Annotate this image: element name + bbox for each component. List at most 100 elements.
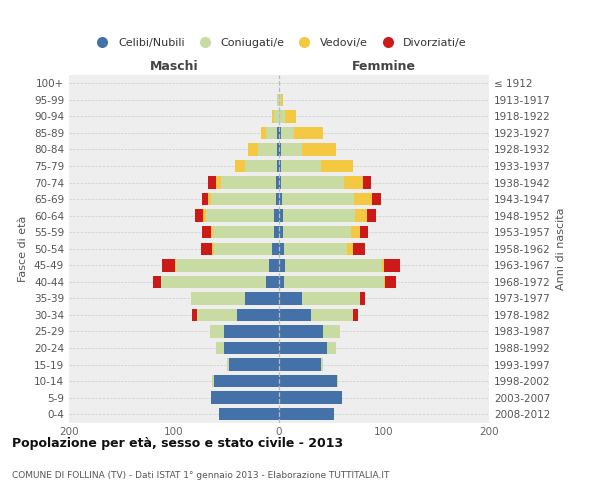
Bar xyxy=(224,342,279,354)
Legend: Celibi/Nubili, Coniugati/e, Vedovi/e, Divorziati/e: Celibi/Nubili, Coniugati/e, Vedovi/e, Di… xyxy=(87,34,471,52)
Bar xyxy=(269,259,279,272)
Bar xyxy=(282,193,353,205)
Bar xyxy=(279,308,311,321)
Bar xyxy=(214,375,279,388)
Bar xyxy=(367,210,376,222)
Bar xyxy=(248,144,258,156)
Bar xyxy=(281,144,302,156)
Bar xyxy=(283,226,352,238)
Bar xyxy=(384,276,385,288)
Bar xyxy=(219,408,279,420)
Bar xyxy=(176,259,269,272)
Bar xyxy=(284,242,347,255)
Bar xyxy=(279,160,281,172)
Bar xyxy=(237,308,279,321)
Bar xyxy=(277,126,279,139)
Bar xyxy=(279,193,282,205)
Bar xyxy=(279,176,281,189)
Bar xyxy=(311,308,353,321)
Bar xyxy=(353,193,373,205)
Bar xyxy=(353,242,365,255)
Text: Femmine: Femmine xyxy=(352,60,416,74)
Bar xyxy=(202,226,211,238)
Bar xyxy=(202,242,212,255)
Bar xyxy=(323,326,340,338)
Text: Maschi: Maschi xyxy=(149,60,199,74)
Bar xyxy=(363,176,371,189)
Bar xyxy=(211,193,276,205)
Bar xyxy=(321,160,353,172)
Bar xyxy=(216,176,221,189)
Bar xyxy=(321,358,323,371)
Bar xyxy=(227,358,229,371)
Bar xyxy=(245,160,277,172)
Bar xyxy=(274,210,279,222)
Bar xyxy=(274,110,279,122)
Bar xyxy=(191,292,245,304)
Bar xyxy=(277,94,279,106)
Bar xyxy=(203,210,205,222)
Y-axis label: Anni di nascita: Anni di nascita xyxy=(556,208,566,290)
Bar xyxy=(279,358,321,371)
Bar xyxy=(274,226,279,238)
Bar xyxy=(283,210,355,222)
Bar xyxy=(281,176,344,189)
Bar xyxy=(202,193,208,205)
Bar xyxy=(279,94,281,106)
Bar xyxy=(355,210,367,222)
Bar xyxy=(279,375,337,388)
Bar xyxy=(286,259,382,272)
Bar xyxy=(276,176,279,189)
Bar xyxy=(294,126,323,139)
Bar xyxy=(279,408,334,420)
Bar xyxy=(279,342,328,354)
Bar xyxy=(205,210,274,222)
Y-axis label: Fasce di età: Fasce di età xyxy=(19,216,28,282)
Bar xyxy=(360,226,368,238)
Bar xyxy=(212,242,214,255)
Text: Popolazione per età, sesso e stato civile - 2013: Popolazione per età, sesso e stato civil… xyxy=(12,438,343,450)
Bar xyxy=(214,242,272,255)
Bar xyxy=(221,176,276,189)
Bar xyxy=(279,226,283,238)
Bar xyxy=(272,110,274,122)
Bar xyxy=(279,110,286,122)
Bar xyxy=(337,375,338,388)
Text: COMUNE DI FOLLINA (TV) - Dati ISTAT 1° gennaio 2013 - Elaborazione TUTTITALIA.IT: COMUNE DI FOLLINA (TV) - Dati ISTAT 1° g… xyxy=(12,471,389,480)
Bar xyxy=(347,242,353,255)
Bar xyxy=(279,292,302,304)
Bar xyxy=(229,358,279,371)
Bar xyxy=(302,292,360,304)
Bar xyxy=(235,160,245,172)
Bar xyxy=(281,126,294,139)
Bar xyxy=(266,126,277,139)
Bar xyxy=(224,326,279,338)
Bar xyxy=(281,160,321,172)
Bar xyxy=(216,342,224,354)
Bar xyxy=(382,259,384,272)
Bar xyxy=(197,308,237,321)
Bar xyxy=(360,292,365,304)
Bar xyxy=(211,392,279,404)
Bar xyxy=(192,308,197,321)
Bar xyxy=(384,259,400,272)
Bar xyxy=(153,276,161,288)
Bar xyxy=(208,193,211,205)
Bar xyxy=(277,160,279,172)
Bar xyxy=(284,276,384,288)
Bar xyxy=(302,144,336,156)
Bar xyxy=(328,342,336,354)
Bar xyxy=(208,176,216,189)
Bar xyxy=(161,276,266,288)
Bar xyxy=(279,144,281,156)
Bar xyxy=(277,144,279,156)
Bar xyxy=(245,292,279,304)
Bar xyxy=(279,210,283,222)
Bar xyxy=(163,259,175,272)
Bar xyxy=(276,193,279,205)
Bar xyxy=(279,126,281,139)
Bar xyxy=(175,259,176,272)
Bar xyxy=(213,226,274,238)
Bar xyxy=(353,308,358,321)
Bar xyxy=(279,392,342,404)
